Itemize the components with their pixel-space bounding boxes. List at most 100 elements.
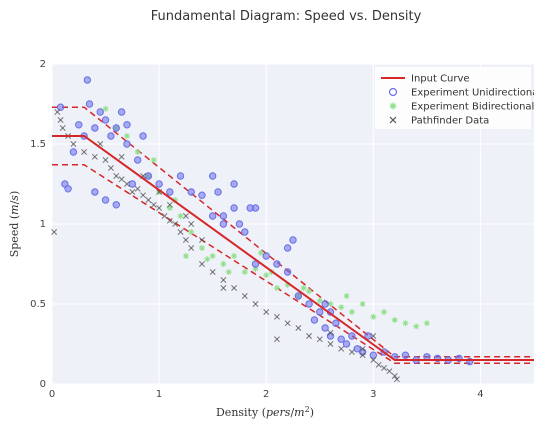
unidirectional-point — [75, 121, 83, 129]
unidirectional-point — [235, 220, 244, 228]
pathfinder-point — [220, 277, 227, 283]
pathfinder-point — [134, 185, 141, 192]
bidirectional-point — [204, 256, 211, 263]
bidirectional-point — [231, 253, 238, 259]
bidirectional-point — [391, 317, 398, 323]
unidirectional-point — [123, 121, 131, 129]
bidirectional-point — [316, 297, 323, 304]
unidirectional-point — [294, 292, 303, 300]
unidirectional-point — [117, 108, 126, 116]
pathfinder-point — [306, 333, 313, 339]
unidirectional-point — [91, 124, 99, 132]
pathfinder-point — [273, 313, 280, 320]
pathfinder-point — [166, 201, 173, 208]
unidirectional-point — [332, 319, 340, 327]
unidirectional-point — [208, 212, 217, 220]
pathfinder-point — [316, 336, 323, 343]
pathfinder-point — [231, 285, 238, 291]
bidirectional-point — [198, 245, 205, 251]
bidirectional-point — [348, 309, 355, 315]
unidirectional-point — [289, 236, 297, 244]
legend-item: Experiment Bidirectional — [389, 102, 534, 113]
legend-item: Pathfinder Data — [389, 116, 489, 127]
bidirectional-point — [123, 133, 130, 139]
pathfinder-point — [57, 117, 64, 123]
pathfinder-point — [70, 141, 77, 147]
unidirectional-point — [230, 180, 238, 188]
bidirectional-point — [359, 301, 366, 307]
bidirectional-point — [300, 285, 307, 291]
pathfinder-point — [51, 229, 58, 235]
unidirectional-point — [155, 180, 163, 188]
legend: Input Curve Experiment Unidirectional Expe… — [375, 67, 534, 129]
pathfinder-point — [370, 333, 377, 339]
pathfinder-point — [381, 365, 387, 371]
input-curve-lower-band — [52, 164, 534, 364]
pathfinder-point — [107, 165, 114, 171]
input-curve-bands — [52, 106, 534, 364]
unidirectional-point — [310, 316, 319, 324]
bidirectional-point — [381, 309, 388, 315]
pathfinder-point — [188, 245, 195, 251]
pathfinder-point — [166, 217, 173, 224]
data-points — [51, 76, 474, 383]
x-tick-label: 3 — [370, 389, 376, 400]
unidirectional-point — [112, 124, 120, 132]
pathfinder-point — [209, 269, 216, 275]
y-tick-label: 1 — [40, 219, 46, 230]
pathfinder-point — [199, 237, 205, 243]
unidirectional-point — [166, 188, 174, 196]
bidirectional-point — [209, 253, 216, 259]
unidirectional-point — [326, 332, 335, 340]
unidirectional-point — [251, 204, 260, 212]
grid — [51, 63, 534, 385]
pathfinder-point — [182, 237, 189, 243]
unidirectional-point — [101, 116, 110, 124]
bidirectional-point — [423, 320, 430, 327]
bidirectional-point — [273, 285, 280, 291]
pathfinder-point — [124, 181, 130, 187]
unidirectional-point — [321, 324, 329, 332]
unidirectional-point — [214, 188, 222, 196]
bidirectional-point — [225, 269, 232, 275]
pathfinder-point — [273, 336, 280, 343]
bidirectional-point — [338, 304, 345, 311]
y-tick-labels: 0 0.5 1 1.5 2 — [30, 59, 46, 390]
unidirectional-point — [321, 300, 329, 308]
pathfinder-point — [252, 301, 259, 307]
y-tick-label: 2 — [40, 59, 46, 70]
unidirectional-point — [176, 172, 185, 180]
pathfinder-point — [156, 205, 163, 211]
unidirectional-point — [273, 260, 281, 268]
unidirectional-point — [262, 252, 270, 260]
unidirectional-point — [337, 335, 345, 343]
unidirectional-point — [101, 196, 110, 204]
legend-item: Experiment Unidirectional — [388, 88, 534, 99]
unidirectional-point — [219, 220, 228, 228]
unidirectional-point — [91, 188, 99, 196]
unidirectional-point — [144, 172, 153, 180]
unidirectional-point — [401, 351, 410, 359]
pathfinder-point — [177, 229, 184, 235]
pathfinder-point — [391, 373, 398, 379]
bidirectional-point — [150, 157, 157, 163]
pathfinder-point — [375, 361, 382, 368]
chart-title: Fundamental Diagram: Speed vs. Density — [151, 9, 422, 24]
unidirectional-point — [348, 332, 356, 340]
pathfinder-point — [327, 329, 334, 336]
pathfinder-point — [182, 213, 189, 219]
legend-item: Input Curve — [381, 74, 470, 85]
bidirectional-point — [182, 253, 189, 259]
input-curve-upper-band — [52, 106, 534, 358]
pathfinder-point — [161, 213, 168, 219]
bidirectional-point — [263, 272, 270, 279]
unidirectional-point — [85, 100, 94, 108]
unidirectional-point — [128, 180, 137, 188]
bidirectional-point — [177, 213, 184, 219]
legend-label: Pathfinder Data — [411, 116, 489, 127]
pathfinder-point — [327, 341, 334, 347]
legend-label: Experiment Bidirectional — [411, 102, 534, 113]
pathfinder-point — [386, 368, 393, 375]
y-tick-label: 1.5 — [30, 139, 46, 150]
